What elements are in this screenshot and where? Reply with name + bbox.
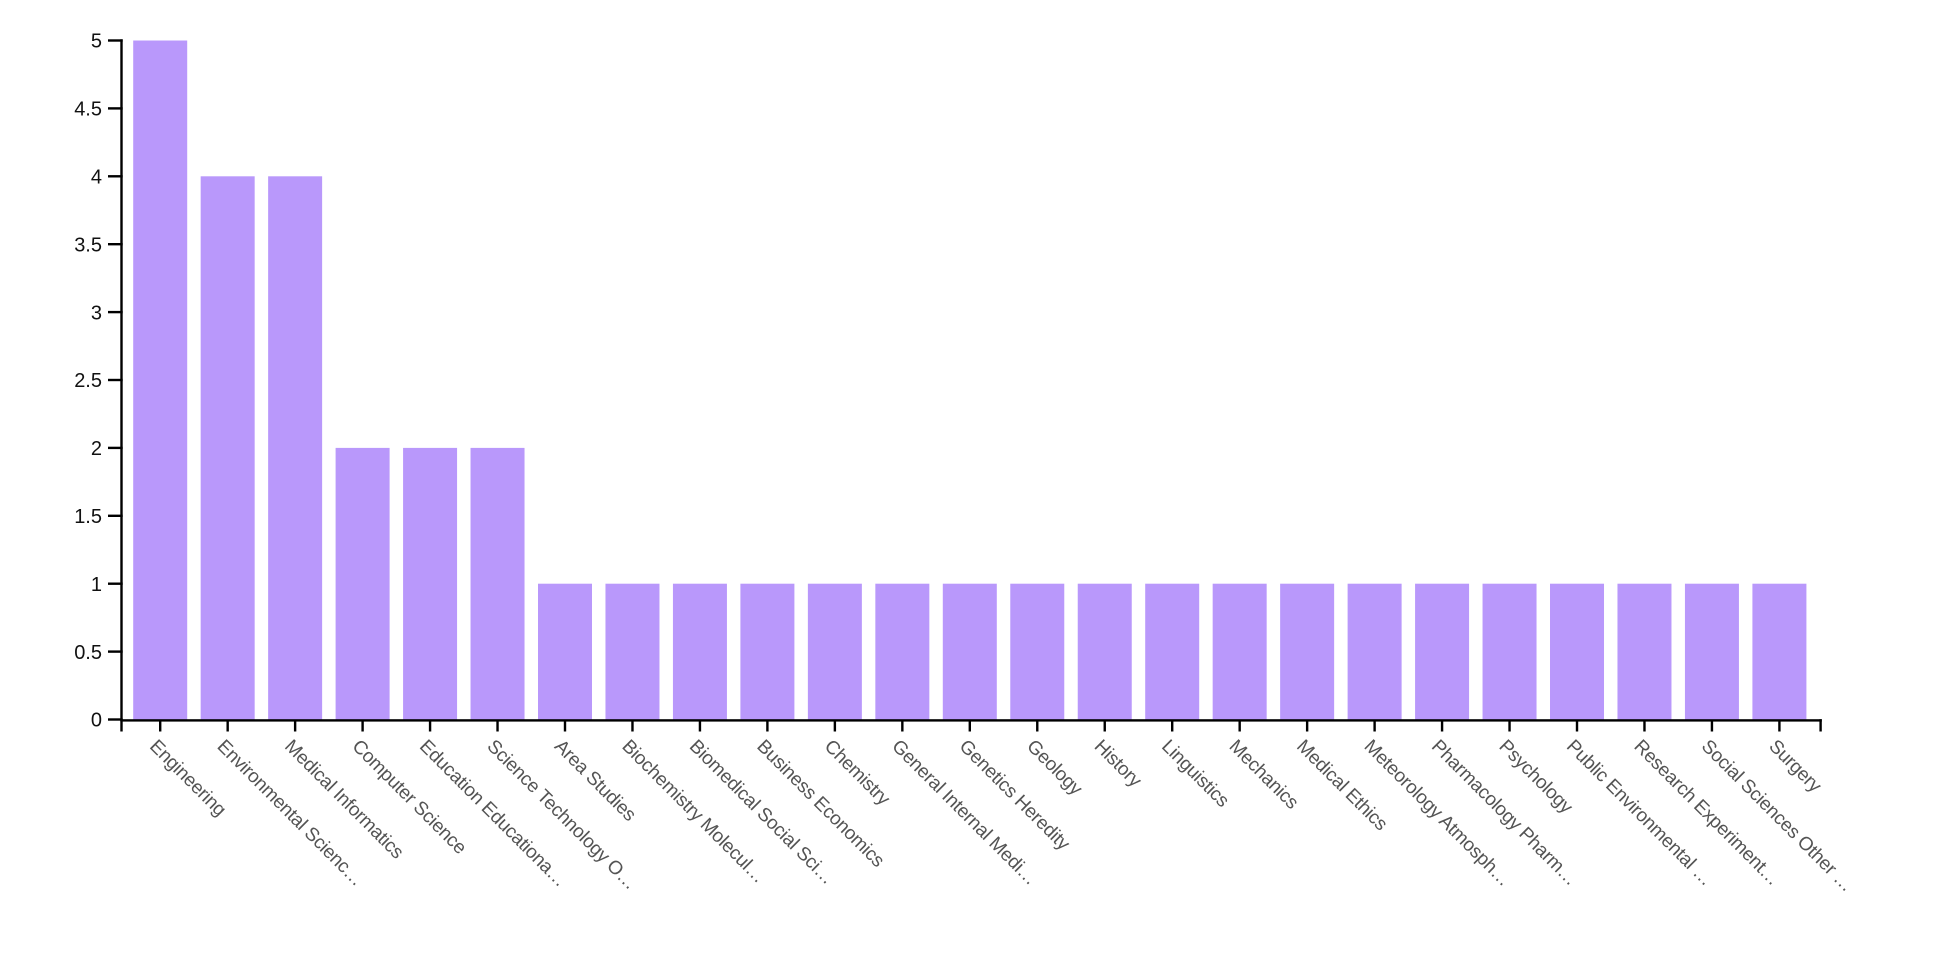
svg-text:2: 2 bbox=[91, 438, 102, 460]
svg-text:1.5: 1.5 bbox=[74, 506, 102, 528]
svg-text:5: 5 bbox=[91, 31, 102, 53]
svg-text:Computer Science: Computer Science bbox=[348, 736, 471, 859]
svg-text:4: 4 bbox=[91, 167, 102, 189]
svg-text:Business Economics: Business Economics bbox=[752, 736, 888, 872]
svg-text:2.5: 2.5 bbox=[74, 370, 102, 392]
svg-text:0.5: 0.5 bbox=[74, 642, 102, 664]
svg-text:Geology: Geology bbox=[1022, 736, 1086, 800]
svg-text:Mechanics: Mechanics bbox=[1225, 736, 1302, 813]
svg-text:1: 1 bbox=[91, 574, 102, 596]
svg-text:History: History bbox=[1090, 736, 1146, 792]
svg-text:4.5: 4.5 bbox=[74, 99, 102, 121]
svg-text:Surgery: Surgery bbox=[1764, 736, 1825, 797]
svg-text:3.5: 3.5 bbox=[74, 234, 102, 256]
svg-text:3: 3 bbox=[91, 302, 102, 324]
svg-text:Medical Informatics: Medical Informatics bbox=[280, 736, 407, 863]
svg-text:0: 0 bbox=[91, 710, 102, 732]
svg-text:Linguistics: Linguistics bbox=[1157, 736, 1233, 812]
